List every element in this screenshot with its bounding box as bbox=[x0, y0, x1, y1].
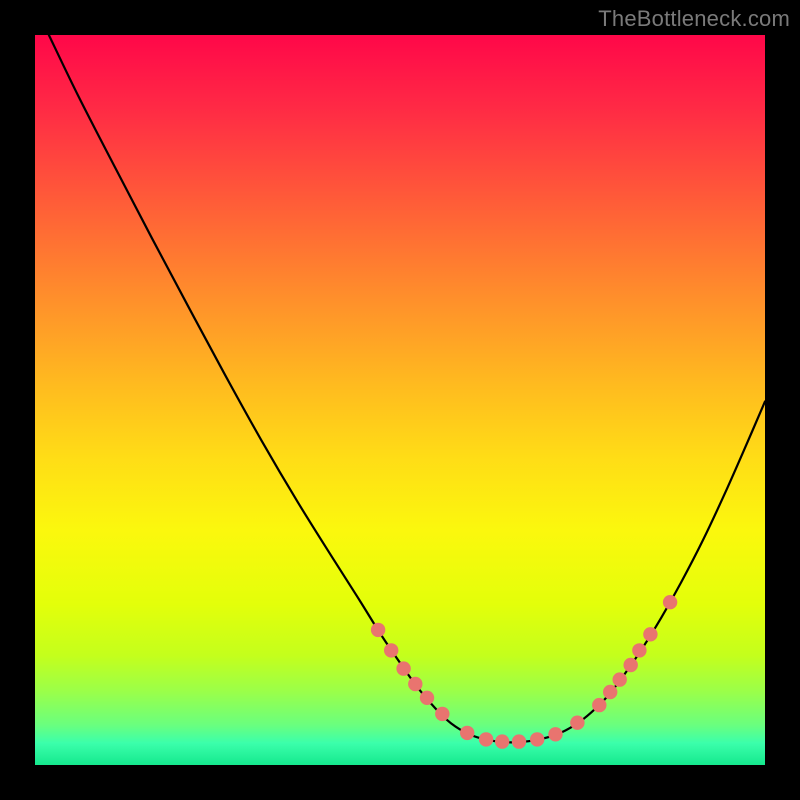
plot-area bbox=[35, 35, 765, 765]
curve-dot bbox=[592, 698, 606, 712]
curve-dot bbox=[479, 732, 493, 746]
curve-dot bbox=[530, 732, 544, 746]
curve-dot bbox=[420, 691, 434, 705]
watermark-text: TheBottleneck.com bbox=[598, 6, 790, 32]
curve-dot bbox=[408, 677, 422, 691]
curve-dot bbox=[624, 658, 638, 672]
curve-dot bbox=[371, 623, 385, 637]
curve-dot bbox=[643, 627, 657, 641]
curve-dot bbox=[613, 672, 627, 686]
curve-layer bbox=[35, 35, 765, 765]
curve-dot bbox=[512, 734, 526, 748]
curve-dot bbox=[495, 734, 509, 748]
curve-dots bbox=[371, 595, 677, 749]
curve-dot bbox=[384, 643, 398, 657]
curve-dot bbox=[548, 727, 562, 741]
curve-dot bbox=[396, 661, 410, 675]
curve-dot bbox=[632, 643, 646, 657]
curve-dot bbox=[435, 707, 449, 721]
bottleneck-curve bbox=[49, 35, 765, 742]
chart-frame: TheBottleneck.com bbox=[0, 0, 800, 800]
curve-dot bbox=[663, 595, 677, 609]
curve-dot bbox=[570, 716, 584, 730]
curve-dot bbox=[603, 685, 617, 699]
curve-dot bbox=[460, 726, 474, 740]
